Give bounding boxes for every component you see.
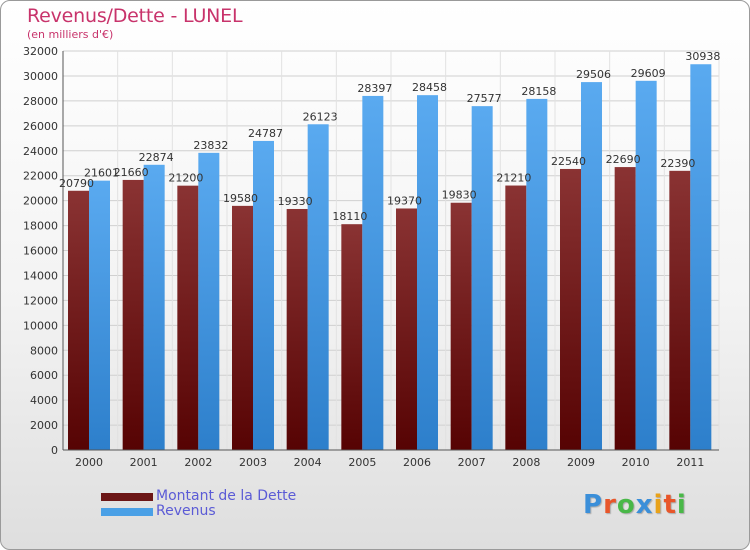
- data-label-debt: 19370: [387, 194, 422, 207]
- x-tick-label: 2004: [294, 456, 322, 469]
- bar-revenus: [690, 64, 712, 450]
- data-label-revenus: 29609: [631, 67, 666, 80]
- y-tick-label: 4000: [30, 394, 58, 407]
- y-tick-label: 14000: [23, 269, 58, 282]
- y-tick-label: 0: [51, 444, 58, 457]
- logo-letter: i: [653, 490, 664, 520]
- x-tick-label: 2009: [567, 456, 595, 469]
- y-tick-label: 10000: [23, 319, 58, 332]
- bar-revenus: [471, 106, 493, 450]
- legend-label-debt: Montant de la Dette: [156, 488, 297, 504]
- data-label-debt: 19330: [278, 195, 313, 208]
- logo-letter: o: [616, 490, 636, 520]
- y-tick-label: 8000: [30, 344, 58, 357]
- y-tick-label: 22000: [23, 170, 58, 183]
- data-label-revenus: 29506: [576, 68, 611, 81]
- y-tick-label: 28000: [23, 95, 58, 108]
- bar-debt: [177, 185, 199, 450]
- x-tick-label: 2006: [403, 456, 431, 469]
- x-tick-label: 2003: [239, 456, 267, 469]
- legend-swatch-debt: [101, 493, 153, 501]
- bar-debt: [341, 224, 363, 450]
- data-label-debt: 21210: [496, 172, 531, 185]
- bar-debt: [560, 168, 581, 450]
- data-label-revenus: 28458: [412, 81, 447, 94]
- x-tick-label: 2005: [348, 456, 376, 469]
- logo-letter: x: [635, 490, 654, 520]
- data-label-debt: 18110: [332, 210, 367, 223]
- bar-revenus: [253, 140, 274, 451]
- bar-debt: [286, 208, 308, 450]
- bar-revenus: [198, 152, 220, 450]
- bar-debt: [450, 202, 472, 450]
- x-tick-label: 2000: [75, 456, 103, 469]
- data-label-debt: 21660: [114, 166, 149, 179]
- data-label-revenus: 27577: [467, 92, 502, 105]
- bar-revenus: [635, 80, 657, 451]
- chart-subtitle: (en milliers d'€): [27, 28, 114, 41]
- bar-debt: [122, 179, 144, 450]
- x-tick-label: 2011: [676, 456, 704, 469]
- bar-revenus: [362, 95, 384, 451]
- logo-letter: t: [663, 490, 677, 520]
- x-tick-label: 2010: [622, 456, 650, 469]
- bar-revenus: [526, 98, 548, 450]
- data-label-revenus: 22874: [139, 151, 174, 164]
- bar-revenus: [417, 95, 438, 451]
- y-tick-label: 18000: [23, 220, 58, 233]
- axes: 0 2000 4000 6000 8000 10000 12000 14000 16000 180…: [23, 45, 719, 469]
- x-tick-label: 2002: [184, 456, 212, 469]
- x-tick-label: 2001: [130, 456, 158, 469]
- data-label-debt: 20790: [59, 177, 94, 190]
- bar-revenus: [89, 180, 110, 450]
- logo-letter: r: [603, 490, 617, 520]
- y-tick-label: 32000: [23, 45, 58, 58]
- y-tick-label: 6000: [30, 369, 58, 382]
- data-label-revenus: 21601: [84, 167, 119, 180]
- data-label-debt: 22390: [660, 157, 695, 170]
- y-tick-label: 2000: [30, 419, 58, 432]
- y-tick-label: 20000: [23, 195, 58, 208]
- data-label-revenus: 28397: [357, 82, 392, 95]
- data-label-revenus: 26123: [303, 110, 338, 123]
- data-label-revenus: 24787: [248, 127, 283, 140]
- legend-label-revenus: Revenus: [156, 503, 216, 519]
- bar-debt: [669, 170, 691, 450]
- y-tick-label: 24000: [23, 145, 58, 158]
- data-label-debt: 21200: [168, 172, 203, 185]
- bar-revenus: [307, 124, 329, 451]
- chart-title: Revenus/Dette - LUNEL: [27, 5, 243, 27]
- bar-revenus: [143, 164, 165, 451]
- data-label-debt: 22690: [606, 153, 641, 166]
- y-tick-label: 26000: [23, 120, 58, 133]
- y-tick-label: 16000: [23, 245, 58, 258]
- x-tick-label: 2007: [458, 456, 486, 469]
- bar-debt: [396, 208, 417, 450]
- bar-revenus: [581, 82, 602, 451]
- logo-letter: i: [676, 490, 687, 520]
- y-tick-label: 30000: [23, 70, 58, 83]
- data-label-debt: 19830: [442, 189, 477, 202]
- grid-lines: [62, 50, 720, 451]
- x-tick-label: 2008: [512, 456, 540, 469]
- bar-debt: [614, 167, 636, 451]
- data-label-revenus: 30938: [685, 50, 720, 63]
- bar-debt: [68, 190, 89, 450]
- data-label-revenus: 23832: [193, 139, 228, 152]
- bar-debt: [505, 185, 527, 450]
- data-label-revenus: 28158: [521, 85, 556, 98]
- bar-debt: [232, 205, 253, 450]
- data-label-debt: 19580: [223, 192, 258, 205]
- logo-letter: P: [583, 490, 604, 520]
- proxiti-logo: Proxiti: [583, 490, 687, 520]
- y-tick-label: 12000: [23, 294, 58, 307]
- bars: [68, 64, 712, 451]
- legend-swatch-revenus: [101, 508, 153, 516]
- data-label-debt: 22540: [551, 155, 586, 168]
